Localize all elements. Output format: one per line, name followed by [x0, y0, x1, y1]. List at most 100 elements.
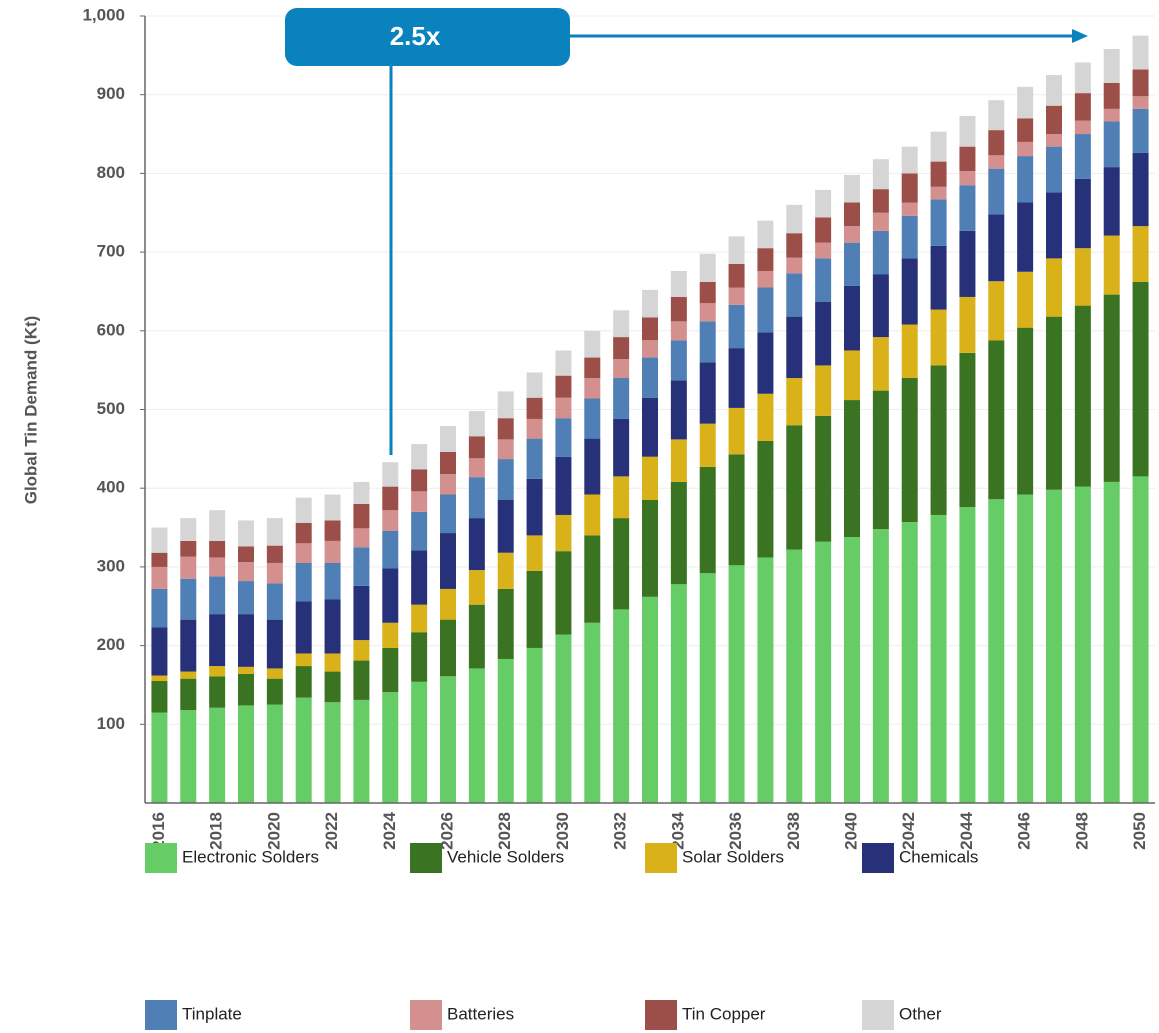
- bar-segment: [901, 146, 918, 174]
- y-tick-label: 700: [97, 242, 125, 261]
- bar-segment: [382, 530, 399, 569]
- bar-segment: [209, 707, 226, 803]
- bar-segment: [613, 359, 630, 379]
- bar-segment: [959, 352, 976, 508]
- bar-segment: [411, 550, 428, 605]
- legend-label: Tinplate: [182, 1004, 242, 1023]
- bar-segment: [815, 301, 832, 366]
- bar-segment: [324, 671, 341, 703]
- bar-segment: [1132, 476, 1149, 803]
- bar-segment: [324, 540, 341, 563]
- bar-segment: [1017, 271, 1034, 328]
- bar-segment: [411, 444, 428, 470]
- bar-segment: [988, 155, 1005, 169]
- bar-segment: [180, 710, 197, 803]
- bar-segment: [584, 357, 601, 379]
- bar-segment: [844, 226, 860, 243]
- bar-segment: [728, 236, 745, 264]
- bar-segment: [642, 596, 658, 803]
- bar-segment: [1046, 146, 1062, 193]
- x-tick-label: 2034: [668, 811, 687, 849]
- annotation: 2.5x: [285, 8, 1088, 455]
- bar-segment: [930, 199, 947, 246]
- bar-segment: [901, 173, 918, 203]
- bar-segment: [988, 130, 1005, 156]
- bar-segment: [468, 458, 485, 478]
- bar-segment: [930, 365, 947, 515]
- bar-segment: [872, 274, 889, 338]
- legend-label: Electronic Solders: [182, 847, 319, 866]
- bar-segment: [1017, 156, 1034, 203]
- annotation-box: [285, 8, 570, 66]
- bar-segment: [844, 536, 860, 803]
- bar-segment: [872, 189, 889, 213]
- bar-segment: [526, 372, 543, 398]
- bar-segment: [988, 281, 1005, 341]
- bar-segment: [1103, 235, 1120, 295]
- bar-segment: [959, 115, 976, 147]
- bar-segment: [526, 535, 543, 571]
- bar-segment: [786, 204, 803, 234]
- bar-segment: [1017, 86, 1034, 119]
- bar-segment: [872, 390, 889, 530]
- bar-segment: [180, 678, 197, 711]
- bar-segment: [1103, 481, 1120, 803]
- bar-segment: [411, 469, 428, 492]
- legend-label: Other: [899, 1004, 942, 1023]
- x-tick-label: 2018: [207, 812, 226, 850]
- bar-segment: [584, 378, 601, 399]
- bar-segment: [238, 705, 254, 803]
- bar-segment: [382, 622, 399, 648]
- bar-segment: [959, 296, 976, 353]
- bar-segment: [699, 423, 716, 467]
- bar-segment: [959, 507, 976, 803]
- bar-segment: [959, 146, 976, 172]
- bar-segment: [382, 647, 399, 693]
- bar-segment: [959, 185, 976, 231]
- bar-segment: [497, 391, 514, 419]
- bar-segment: [1132, 96, 1149, 109]
- bar-segment: [930, 161, 947, 187]
- bar-segment: [266, 545, 283, 563]
- bar-segment: [872, 212, 889, 231]
- bar-segment: [497, 552, 514, 589]
- bar-segment: [988, 100, 1005, 131]
- bar-segment: [757, 220, 774, 249]
- bar-segment: [670, 340, 687, 381]
- bar-segment: [757, 332, 774, 394]
- bar-segment: [295, 522, 312, 544]
- x-tick-label: 2042: [899, 812, 918, 850]
- bar-segment: [209, 510, 226, 541]
- bar-segment: [872, 159, 889, 190]
- bar-segment: [1132, 35, 1149, 70]
- bar-segment: [786, 425, 803, 550]
- bar-segment: [440, 588, 456, 620]
- bar-segment: [497, 439, 514, 460]
- bar-segment: [411, 681, 428, 803]
- legend-swatch: [410, 843, 442, 873]
- bar-segment: [266, 583, 283, 620]
- bar-segment: [815, 415, 832, 542]
- bar-segment: [786, 316, 803, 379]
- bar-segment: [382, 568, 399, 623]
- bar-segment: [151, 712, 168, 803]
- bar-segment: [468, 570, 485, 605]
- bar-segment: [815, 189, 832, 218]
- bar-segment: [584, 622, 601, 803]
- x-tick-label: 2038: [784, 812, 803, 850]
- bar-segment: [555, 397, 572, 419]
- bar-segment: [872, 529, 889, 803]
- bar-segment: [151, 675, 168, 682]
- bar-segment: [324, 520, 341, 541]
- bar-segment: [295, 601, 312, 654]
- bar-segment: [1132, 108, 1149, 153]
- bar-segment: [930, 245, 947, 310]
- legend-label: Batteries: [447, 1004, 514, 1023]
- bar-segment: [1074, 62, 1091, 94]
- bar-segment: [151, 588, 168, 628]
- legend-label: Solar Solders: [682, 847, 784, 866]
- bar-segment: [699, 282, 716, 304]
- bar-segment: [180, 578, 197, 620]
- bar-segment: [209, 576, 226, 615]
